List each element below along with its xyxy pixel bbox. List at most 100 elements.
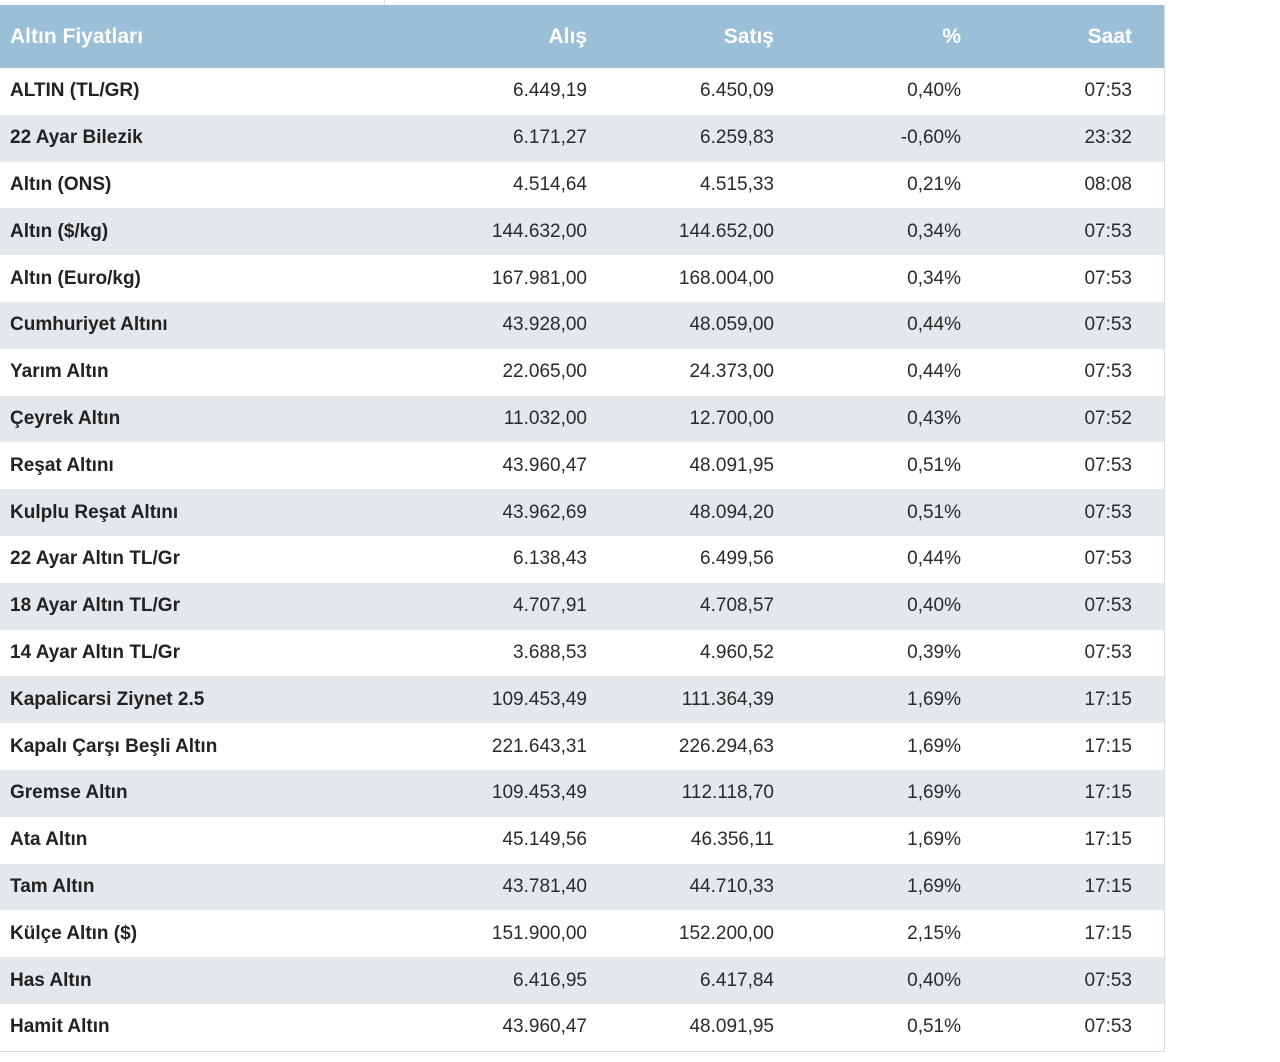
- cell-change: 1,69%: [907, 875, 961, 897]
- cell-sell: 48.094,20: [689, 501, 774, 523]
- cell-sell: 6.499,56: [700, 548, 774, 570]
- table-row[interactable]: Altın ($/kg) 144.632,00 144.652,00 0,34% 07:…: [0, 208, 1164, 256]
- cell-name: Çeyrek Altın: [10, 407, 121, 429]
- cell-time: 07:53: [1084, 80, 1132, 102]
- table-row[interactable]: Tam Altın 43.781,40 44.710,33 1,69% 17:15: [0, 863, 1164, 911]
- cell-buy: 22.065,00: [502, 361, 587, 383]
- table-row[interactable]: 22 Ayar Altın TL/Gr 6.138,43 6.499,56 0,44%…: [0, 535, 1164, 583]
- table-row[interactable]: Has Altın 6.416,95 6.417,84 0,40% 07:53: [0, 957, 1164, 1004]
- cell-buy: 6.416,95: [513, 969, 587, 991]
- cell-sell: 12.700,00: [689, 407, 774, 429]
- table-row[interactable]: Külçe Altın ($) 151.900,00 152.200,00 2,15%…: [0, 910, 1164, 958]
- cell-sell: 226.294,63: [678, 735, 774, 757]
- cell-time: 07:53: [1084, 595, 1132, 617]
- table-row[interactable]: 22 Ayar Bilezik 6.171,27 6.259,83 -0,60% 23:…: [0, 114, 1164, 162]
- cell-time: 23:32: [1084, 127, 1132, 149]
- cell-buy: 151.900,00: [491, 922, 587, 944]
- table-row[interactable]: Kapalı Çarşı Beşli Altın 221.643,31 226.29…: [0, 723, 1164, 770]
- table-row[interactable]: Hamit Altın 43.960,47 48.091,95 0,51% 07:53: [0, 1003, 1164, 1051]
- cell-sell: 4.515,33: [700, 173, 774, 195]
- cell-change: 0,34%: [907, 267, 961, 289]
- top-divider: [384, 0, 385, 5]
- cell-change: 1,69%: [907, 735, 961, 757]
- cell-name: 22 Ayar Bilezik: [10, 127, 143, 149]
- cell-sell: 144.652,00: [678, 220, 774, 242]
- table-row[interactable]: Gremse Altın 109.453,49 112.118,70 1,69% 17:…: [0, 769, 1164, 817]
- cell-name: 22 Ayar Altın TL/Gr: [10, 548, 180, 570]
- cell-change: 0,51%: [907, 454, 961, 476]
- cell-name: 14 Ayar Altın TL/Gr: [10, 641, 180, 663]
- cell-sell: 152.200,00: [678, 922, 774, 944]
- cell-time: 07:53: [1084, 361, 1132, 383]
- table-row[interactable]: Reşat Altını 43.960,47 48.091,95 0,51% 07:53: [0, 442, 1164, 490]
- cell-sell: 48.091,95: [689, 454, 774, 476]
- cell-time: 07:53: [1084, 969, 1132, 991]
- column-header-change[interactable]: %: [942, 24, 961, 48]
- cell-sell: 6.450,09: [700, 80, 774, 102]
- cell-name: Kapalı Çarşı Beşli Altın: [10, 735, 218, 757]
- cell-time: 08:08: [1084, 173, 1132, 195]
- cell-sell: 24.373,00: [689, 361, 774, 383]
- cell-name: Ata Altın: [10, 829, 88, 851]
- cell-change: 1,69%: [907, 688, 961, 710]
- cell-name: Altın (Euro/kg): [10, 267, 141, 289]
- cell-time: 07:53: [1084, 314, 1132, 336]
- cell-sell: 111.364,39: [681, 688, 774, 710]
- cell-sell: 168.004,00: [678, 267, 774, 289]
- cell-time: 07:53: [1084, 501, 1132, 523]
- cell-name: Altın (ONS): [10, 173, 112, 195]
- cell-name: Yarım Altın: [10, 361, 109, 383]
- cell-buy: 3.688,53: [513, 641, 587, 663]
- cell-name: ALTIN (TL/GR): [10, 80, 140, 102]
- cell-time: 17:15: [1084, 782, 1132, 804]
- cell-time: 07:53: [1084, 454, 1132, 476]
- column-header-name[interactable]: Altın Fiyatları: [10, 24, 144, 48]
- table-row[interactable]: Altın (Euro/kg) 167.981,00 168.004,00 0,34%…: [0, 255, 1164, 302]
- cell-buy: 109.453,49: [491, 782, 587, 804]
- cell-buy: 43.928,00: [502, 314, 587, 336]
- cell-time: 07:53: [1084, 641, 1132, 663]
- cell-change: 0,44%: [907, 548, 961, 570]
- cell-name: Altın ($/kg): [10, 220, 109, 242]
- cell-buy: 11.032,00: [503, 407, 587, 429]
- cell-time: 17:15: [1084, 688, 1132, 710]
- column-header-time[interactable]: Saat: [1087, 24, 1132, 48]
- cell-buy: 6.171,27: [513, 127, 587, 149]
- cell-name: 18 Ayar Altın TL/Gr: [10, 595, 180, 617]
- cell-name: Külçe Altın ($): [10, 922, 138, 944]
- table-row[interactable]: 14 Ayar Altın TL/Gr 3.688,53 4.960,52 0,39%…: [0, 629, 1164, 677]
- cell-sell: 4.708,57: [700, 595, 774, 617]
- cell-buy: 144.632,00: [491, 220, 587, 242]
- table-row[interactable]: Altın (ONS) 4.514,64 4.515,33 0,21% 08:08: [0, 161, 1164, 209]
- cell-sell: 48.091,95: [689, 1016, 774, 1038]
- cell-change: 0,51%: [907, 1016, 961, 1038]
- cell-buy: 6.138,43: [513, 548, 587, 570]
- table-row[interactable]: Çeyrek Altın 11.032,00 12.700,00 0,43% 07:52: [0, 395, 1164, 443]
- cell-time: 07:52: [1084, 407, 1132, 429]
- column-header-sell[interactable]: Satış: [723, 24, 774, 48]
- cell-change: 0,39%: [907, 641, 961, 663]
- table-row[interactable]: Kapalicarsi Ziynet 2.5 109.453,49 111.364,…: [0, 676, 1164, 724]
- cell-sell: 48.059,00: [689, 314, 774, 336]
- table-row[interactable]: Yarım Altın 22.065,00 24.373,00 0,44% 07:53: [0, 348, 1164, 396]
- cell-change: -0,60%: [900, 127, 961, 149]
- table-row[interactable]: Ata Altın 45.149,56 46.356,11 1,69% 17:15: [0, 816, 1164, 864]
- cell-time: 17:15: [1084, 922, 1132, 944]
- cell-buy: 43.960,47: [502, 454, 587, 476]
- cell-name: Kulplu Reşat Altını: [10, 501, 179, 523]
- gold-prices-table: Altın Fiyatları Alış Satış % Saat ALTIN …: [0, 5, 1165, 1052]
- cell-change: 0,40%: [907, 595, 961, 617]
- cell-buy: 4.514,64: [513, 173, 587, 195]
- column-header-buy[interactable]: Alış: [548, 24, 587, 48]
- table-row[interactable]: ALTIN (TL/GR) 6.449,19 6.450,09 0,40% 07:53: [0, 68, 1164, 115]
- cell-sell: 6.259,83: [700, 127, 774, 149]
- table-row[interactable]: Kulplu Reşat Altını 43.962,69 48.094,20 0,5…: [0, 489, 1164, 536]
- cell-buy: 4.707,91: [513, 595, 587, 617]
- cell-change: 0,34%: [907, 220, 961, 242]
- cell-sell: 4.960,52: [700, 641, 774, 663]
- cell-change: 0,44%: [907, 361, 961, 383]
- table-row[interactable]: Cumhuriyet Altını 43.928,00 48.059,00 0,44%…: [0, 301, 1164, 349]
- table-row[interactable]: 18 Ayar Altın TL/Gr 4.707,91 4.708,57 0,40%…: [0, 582, 1164, 630]
- cell-buy: 167.981,00: [491, 267, 587, 289]
- cell-change: 1,69%: [907, 782, 961, 804]
